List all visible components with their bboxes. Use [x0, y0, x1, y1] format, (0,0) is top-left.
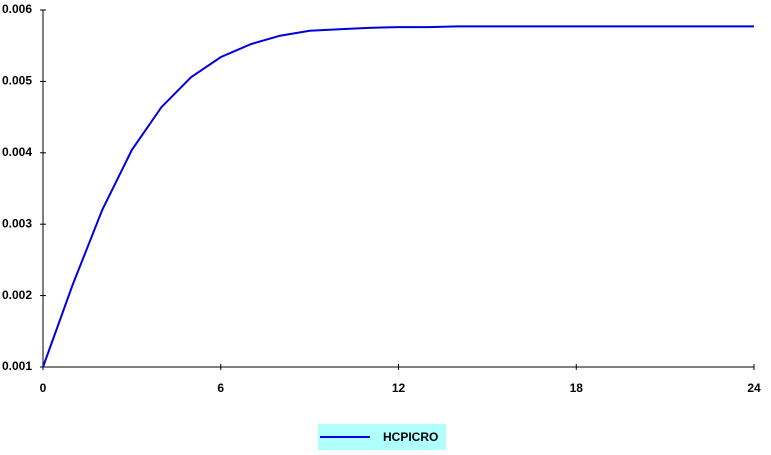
x-tick-label: 18	[570, 381, 584, 395]
line-series	[42, 25, 754, 368]
x-tick-label: 12	[392, 381, 406, 395]
y-tick-label: 0.001	[2, 359, 32, 373]
y-tick-label: 0.003	[2, 216, 32, 230]
x-tick-label: 24	[747, 381, 761, 395]
y-tick-label: 0.004	[2, 145, 32, 159]
x-tick-label: 6	[217, 381, 224, 395]
y-tick-label: 0.006	[2, 2, 32, 16]
x-tick-label: 0	[40, 381, 47, 395]
y-tick-label: 0.005	[2, 74, 32, 88]
legend-label: HCPICRO	[383, 430, 438, 444]
y-tick-label: 0.002	[2, 288, 32, 302]
